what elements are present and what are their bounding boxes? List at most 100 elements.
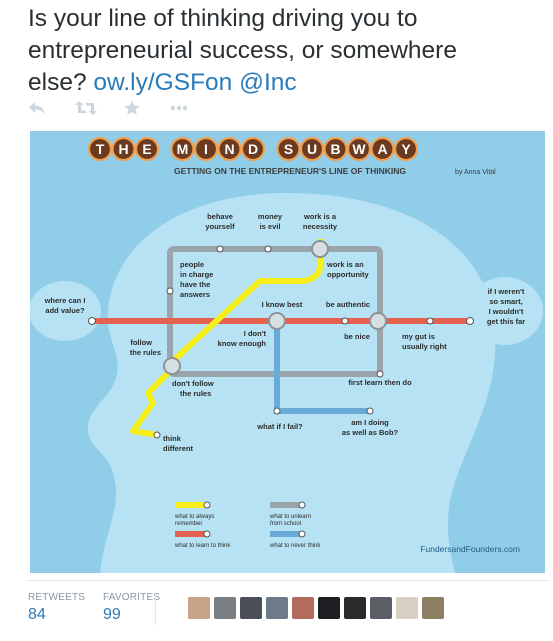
label-first-learn: first learn then do [348,378,412,387]
station-dont-follow [163,357,181,375]
station-be-nice [341,317,349,325]
head-silhouette [87,192,496,573]
label-be-nice: be nice [344,332,370,341]
title-letter-circle [134,136,160,162]
tweet-text: Is your line of thinking driving you to … [28,3,548,99]
right-bubble [467,277,543,345]
label-people-4: answers [180,290,210,299]
avatar-9[interactable] [396,597,418,619]
title-letter-circle [217,136,242,162]
tweet-mention[interactable]: @Inc [239,69,297,96]
label-follow-1: follow [130,338,152,347]
station-left-end [88,317,96,325]
avatar-7[interactable] [344,597,366,619]
label-bob-1: am I doing [351,418,389,427]
label-follow-2: the rules [130,348,161,357]
avatar-4[interactable] [266,597,288,619]
legend-gray-dot [298,501,306,509]
label-necessity-2: necessity [303,222,338,231]
retweets-stat[interactable]: RETWEETS 84 [28,592,85,624]
title-letter: W [352,141,366,157]
station-bob [366,407,374,415]
title-letter: I [204,141,208,157]
star-icon[interactable] [124,100,144,118]
label-gut-1: my gut is [402,332,435,341]
legend-red-dot [203,530,211,538]
title-letter-circle [299,136,325,162]
label-if-smart-4: get this far [487,317,525,326]
label-opportunity-2: opportunity [327,270,369,279]
favorites-stat[interactable]: FAVORITES 99 [103,592,160,624]
station-work-necessity [311,240,329,258]
title-letter-circle [393,136,419,162]
title-letter: Y [401,141,411,157]
label-if-smart-3: I wouldn't [489,307,524,316]
avatar-5[interactable] [292,597,314,619]
legend-never: what to never think [269,543,321,549]
legend-always-2: remember [175,521,202,527]
station-behave [216,245,224,253]
avatar-6[interactable] [318,597,340,619]
retweet-icon[interactable] [75,100,97,118]
avatar-8[interactable] [370,597,392,619]
title-letter: H [118,141,128,157]
label-behave-2: yourself [205,222,235,231]
label-what-fail: what if I fail? [256,422,303,431]
label-if-smart-2: so smart, [489,297,522,306]
station-be-authentic [369,312,387,330]
label-money-2: is evil [260,222,281,231]
label-dont-follow-1: don't follow [172,379,214,388]
reply-icon[interactable] [28,100,48,118]
station-what-fail [273,407,281,415]
title-letter: U [307,141,317,157]
title-letter: B [330,141,340,157]
label-where-1: where can I [44,296,86,305]
title-letter: T [96,141,105,157]
label-people-3: have the [180,280,210,289]
label-think-2: different [163,444,194,453]
label-think-1: think [163,434,182,443]
station-money [264,245,272,253]
title-letter: A [377,141,387,157]
divider [28,580,548,581]
tweet-text-line3: else? [28,69,87,96]
tweet-link[interactable]: ow.ly/GSFon [93,69,233,96]
title-letter: D [248,141,258,157]
title-letter: M [177,141,189,157]
station-think [153,431,161,439]
tweet-text-line1: Is your line of thinking driving you to [28,5,418,32]
legend-blue-dot [298,530,306,538]
label-people-2: in charge [180,270,213,279]
legend-learn: what to learn to think [174,543,231,549]
station-i-know-best [268,312,286,330]
retweets-label: RETWEETS [28,592,86,603]
title-letter-circle [240,136,266,162]
title-letter-circle [370,136,395,162]
label-if-smart-1: if I weren't [488,287,525,296]
label-be-authentic: be authentic [326,300,370,309]
title-letter: N [224,141,234,157]
legend-unlearn-1: what to unlearn [269,514,311,520]
avatar-1[interactable] [188,597,210,619]
label-dont-know-2: know enough [218,339,267,348]
favorites-count: 99 [103,606,121,623]
left-bubble [30,281,101,341]
avatar-10[interactable] [422,597,444,619]
title-letter: E [142,141,151,157]
station-first-learn [376,370,384,378]
label-dont-know-1: I don't [244,329,267,338]
avatar-3[interactable] [240,597,262,619]
station-gut [426,317,434,325]
label-i-know-best: I know best [262,300,303,309]
more-icon[interactable] [170,100,190,118]
label-bob-2: as well as Bob? [342,428,399,437]
legend: what to always remember what to unlearn … [174,501,321,549]
label-gut-2: usually right [402,342,447,351]
avatar-2[interactable] [214,597,236,619]
title-letter-circle [346,136,372,162]
stats-divider [155,595,156,625]
title-letter: S [284,141,293,157]
